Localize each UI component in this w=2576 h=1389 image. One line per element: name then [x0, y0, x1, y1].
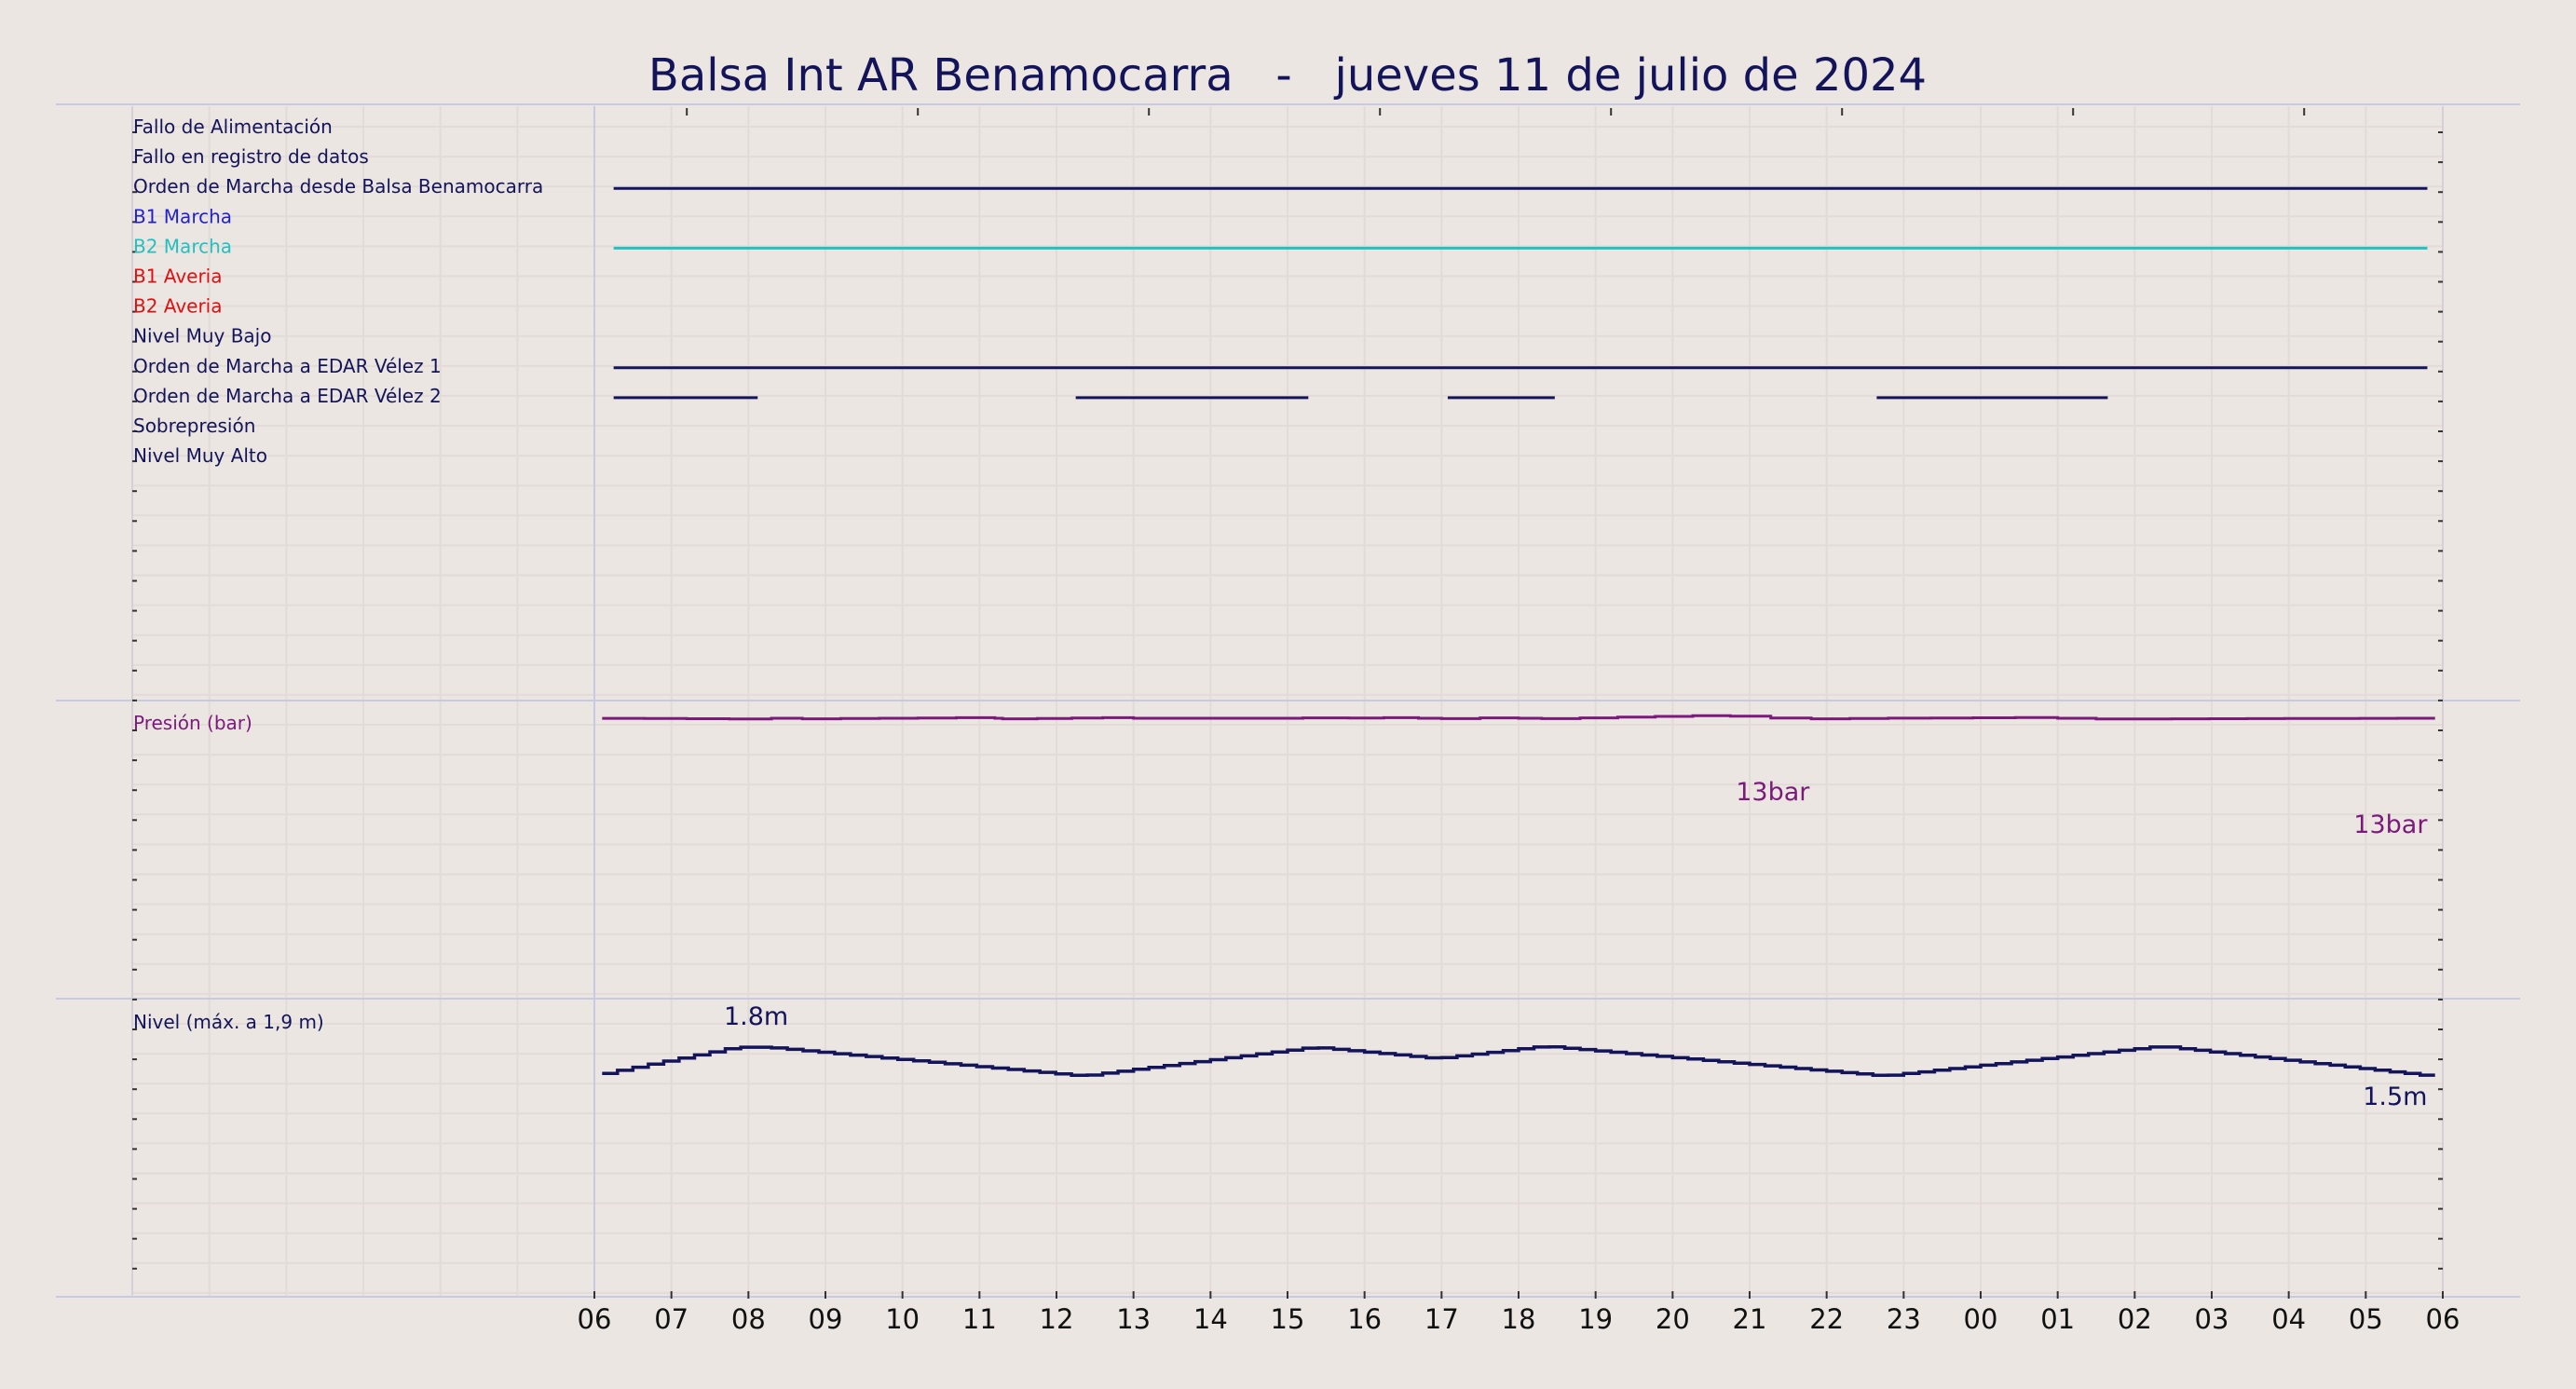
level-label: Nivel (máx. a 1,9 m) [133, 1011, 324, 1033]
x-tick-label: 09 [809, 1303, 843, 1335]
level-panel: Nivel (máx. a 1,9 m) 1.8m 1.5m [133, 1002, 2435, 1111]
signal-label: B1 Averia [133, 266, 223, 288]
x-tick-label: 22 [1809, 1303, 1844, 1335]
x-tick-label: 14 [1193, 1303, 1228, 1335]
pressure-label: Presión (bar) [133, 712, 252, 734]
x-tick-label: 10 [885, 1303, 920, 1335]
signal-label: B1 Marcha [133, 205, 232, 227]
pressure-panel: Presión (bar) 13bar 13bar [133, 712, 2435, 839]
x-tick-label: 17 [1424, 1303, 1459, 1335]
x-tick-label: 15 [1271, 1303, 1305, 1335]
level-annotation: 1.8m [724, 1002, 788, 1031]
x-tick-label: 07 [654, 1303, 688, 1335]
x-tick-label: 13 [1116, 1303, 1151, 1335]
x-tick-label: 06 [578, 1303, 612, 1335]
x-tick-label: 19 [1578, 1303, 1613, 1335]
signal-label: Orden de Marcha a EDAR Vélez 2 [133, 385, 442, 407]
x-tick-label: 21 [1733, 1303, 1767, 1335]
signal-label: Orden de Marcha desde Balsa Benamocarra [133, 175, 543, 197]
x-tick-label: 00 [1964, 1303, 1998, 1335]
signal-label: B2 Marcha [133, 235, 232, 257]
signal-label: Nivel Muy Bajo [133, 325, 271, 347]
x-tick-label: 08 [731, 1303, 766, 1335]
signal-label: Sobrepresión [133, 415, 255, 437]
x-tick-label: 16 [1347, 1303, 1382, 1335]
digital-signals-panel: Fallo de Alimentación Fallo en registro d… [133, 116, 2428, 467]
signal-label: Fallo de Alimentación [133, 116, 333, 138]
x-tick-label: 12 [1040, 1303, 1074, 1335]
signal-label: Nivel Muy Alto [133, 444, 267, 467]
signal-label: B2 Averia [133, 295, 223, 318]
signal-label: Fallo en registro de datos [133, 145, 369, 168]
x-tick-label: 18 [1502, 1303, 1536, 1335]
level-series [602, 1044, 2435, 1078]
x-tick-label: 20 [1656, 1303, 1690, 1335]
time-axis: 06 07 08 09 10 11 12 13 14 15 16 17 18 19 20 21 22 23 00 01… [578, 1291, 2460, 1335]
x-tick-label: 04 [2271, 1303, 2306, 1335]
pressure-series [602, 714, 2435, 721]
x-tick-label: 03 [2195, 1303, 2229, 1335]
level-annotation: 1.5m [2363, 1083, 2427, 1111]
signal-label: Orden de Marcha a EDAR Vélez 1 [133, 355, 442, 377]
x-tick-label: 02 [2118, 1303, 2152, 1335]
pressure-annotation: 13bar [1736, 778, 1810, 807]
x-tick-label: 01 [2040, 1303, 2075, 1335]
x-tick-label: 06 [2426, 1303, 2460, 1335]
x-tick-label: 11 [962, 1303, 997, 1335]
x-tick-label: 23 [1887, 1303, 1921, 1335]
pressure-annotation: 13bar [2353, 810, 2428, 839]
chart-title: Balsa Int AR Benamocarra - jueves 11 de … [648, 49, 1927, 102]
x-tick-label: 05 [2349, 1303, 2383, 1335]
panel-frames [56, 103, 2520, 1298]
